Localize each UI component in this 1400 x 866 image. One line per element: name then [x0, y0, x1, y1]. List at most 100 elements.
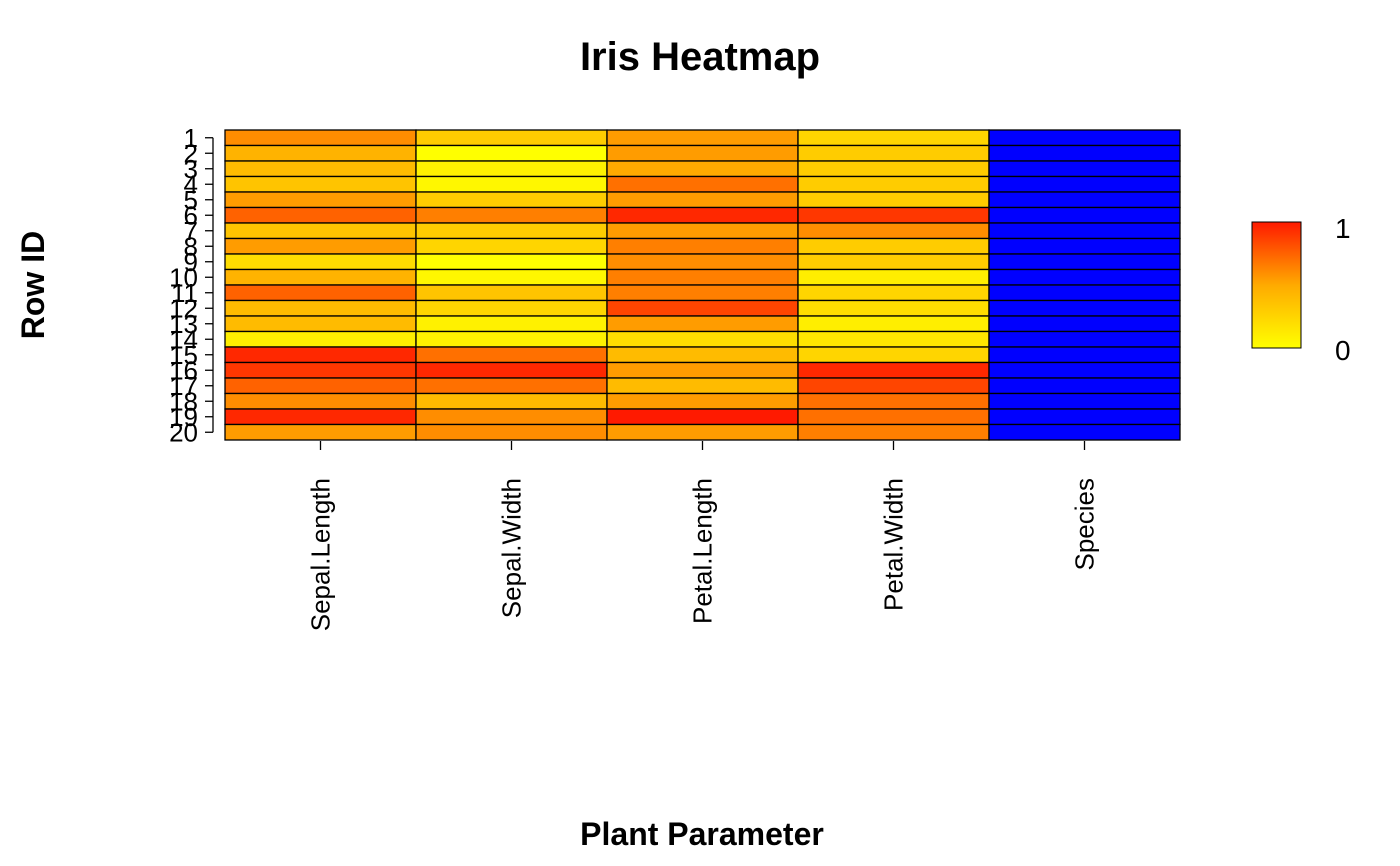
heatmap-cell-row-13-species	[988, 315, 1181, 333]
y-tick-label-1: 1	[184, 123, 198, 153]
heatmap-cell-row-20-sepal-width	[415, 423, 608, 441]
heatmap-cell-row-17-sepal-length	[224, 377, 417, 395]
heatmap-cell-row-17-sepal-width	[415, 377, 608, 395]
legend-min-label: 0	[1335, 335, 1351, 366]
heatmap-cell-row-12-sepal-width	[415, 299, 608, 317]
y-tick-label-12: 12	[169, 293, 198, 323]
heatmap-cell-row-10-sepal-width	[415, 268, 608, 286]
heatmap-cell-row-12-sepal-length	[224, 299, 417, 317]
y-tick-label-19: 19	[169, 402, 198, 432]
heatmap-cell-row-18-petal-width	[797, 392, 990, 410]
heatmap-cell-row-8-sepal-width	[415, 237, 608, 255]
heatmap-cell-row-14-sepal-width	[415, 330, 608, 348]
heatmap-cell-row-3-petal-length	[606, 160, 799, 178]
heatmap-cell-row-20-species	[988, 423, 1181, 441]
y-tick-label-13: 13	[169, 309, 198, 339]
heatmap-cell-row-12-petal-length	[606, 299, 799, 317]
heatmap-cell-row-10-petal-width	[797, 268, 990, 286]
heatmap-cell-row-16-petal-length	[606, 361, 799, 379]
heatmap-cell-row-4-sepal-length	[224, 175, 417, 193]
heatmap-cell-row-18-sepal-width	[415, 392, 608, 410]
heatmap-cell-row-12-petal-width	[797, 299, 990, 317]
heatmap-cell-row-12-species	[988, 299, 1181, 317]
heatmap-cell-row-1-petal-length	[606, 129, 799, 147]
heatmap-cell-row-2-petal-width	[797, 144, 990, 162]
heatmap-cell-row-16-sepal-width	[415, 361, 608, 379]
heatmap-cell-row-9-petal-length	[606, 253, 799, 271]
heatmap-cell-row-16-species	[988, 361, 1181, 379]
heatmap-cell-row-14-species	[988, 330, 1181, 348]
heatmap-cell-row-1-species	[988, 129, 1181, 147]
heatmap-cell-row-2-sepal-width	[415, 144, 608, 162]
heatmap-cell-row-10-petal-length	[606, 268, 799, 286]
x-axis-label: Plant Parameter	[580, 816, 824, 852]
heatmap-cell-row-7-petal-length	[606, 222, 799, 240]
heatmap-cell-row-19-petal-length	[606, 408, 799, 426]
y-tick-label-16: 16	[169, 355, 198, 385]
x-tick-label-petal-width: Petal.Width	[879, 478, 909, 611]
heatmap-cell-row-6-sepal-length	[224, 206, 417, 224]
heatmap-cell-row-5-species	[988, 191, 1181, 209]
heatmap-cells	[224, 129, 1181, 441]
heatmap-cell-row-20-sepal-length	[224, 423, 417, 441]
heatmap-cell-row-13-petal-width	[797, 315, 990, 333]
heatmap-cell-row-3-sepal-width	[415, 160, 608, 178]
heatmap-cell-row-17-petal-width	[797, 377, 990, 395]
heatmap-cell-row-11-petal-width	[797, 284, 990, 302]
heatmap-cell-row-19-species	[988, 408, 1181, 426]
y-tick-label-11: 11	[171, 278, 198, 308]
heatmap-cell-row-15-sepal-width	[415, 346, 608, 364]
heatmap-cell-row-15-sepal-length	[224, 346, 417, 364]
heatmap-cell-row-14-petal-width	[797, 330, 990, 348]
heatmap-cell-row-7-sepal-length	[224, 222, 417, 240]
heatmap-cell-row-8-petal-width	[797, 237, 990, 255]
heatmap-cell-row-8-sepal-length	[224, 237, 417, 255]
heatmap-cell-row-10-species	[988, 268, 1181, 286]
y-tick-label-14: 14	[169, 324, 198, 354]
heatmap-cell-row-9-sepal-length	[224, 253, 417, 271]
heatmap-cell-row-11-sepal-width	[415, 284, 608, 302]
heatmap-cell-row-6-species	[988, 206, 1181, 224]
heatmap-cell-row-9-sepal-width	[415, 253, 608, 271]
heatmap-cell-row-10-sepal-length	[224, 268, 417, 286]
heatmap-cell-row-11-species	[988, 284, 1181, 302]
color-legend: 1 0	[1251, 213, 1351, 366]
y-tick-label-18: 18	[169, 386, 198, 416]
heatmap-cell-row-4-petal-length	[606, 175, 799, 193]
y-tick-label-3: 3	[184, 154, 198, 184]
heatmap-cell-row-7-species	[988, 222, 1181, 240]
x-tick-label-sepal-width: Sepal.Width	[497, 478, 527, 618]
heatmap-cell-row-6-petal-width	[797, 206, 990, 224]
heatmap-cell-row-11-sepal-length	[224, 284, 417, 302]
legend-max-label: 1	[1335, 213, 1351, 244]
heatmap-cell-row-19-petal-width	[797, 408, 990, 426]
heatmap-cell-row-13-petal-length	[606, 315, 799, 333]
heatmap-cell-row-1-sepal-length	[224, 129, 417, 147]
heatmap-cell-row-3-petal-width	[797, 160, 990, 178]
heatmap-cell-row-5-sepal-length	[224, 191, 417, 209]
heatmap-cell-row-20-petal-width	[797, 423, 990, 441]
heatmap-cell-row-7-petal-width	[797, 222, 990, 240]
heatmap-cell-row-15-petal-width	[797, 346, 990, 364]
heatmap-cell-row-15-species	[988, 346, 1181, 364]
heatmap-cell-row-7-sepal-width	[415, 222, 608, 240]
heatmap-cell-row-9-petal-width	[797, 253, 990, 271]
heatmap-cell-row-4-sepal-width	[415, 175, 608, 193]
heatmap-cell-row-13-sepal-width	[415, 315, 608, 333]
heatmap-cell-row-1-sepal-width	[415, 129, 608, 147]
heatmap-cell-row-3-sepal-length	[224, 160, 417, 178]
heatmap-cell-row-14-petal-length	[606, 330, 799, 348]
x-tick-label-sepal-length: Sepal.Length	[306, 478, 336, 631]
x-tick-label-petal-length: Petal.Length	[688, 478, 718, 624]
heatmap-cell-row-2-petal-length	[606, 144, 799, 162]
heatmap-cell-row-9-species	[988, 253, 1181, 271]
y-tick-label-20: 20	[169, 417, 198, 447]
heatmap-cell-row-1-petal-width	[797, 129, 990, 147]
y-tick-label-2: 2	[184, 138, 198, 168]
heatmap-cell-row-4-species	[988, 175, 1181, 193]
y-axis-label: Row ID	[15, 231, 51, 339]
heatmap-cell-row-15-petal-length	[606, 346, 799, 364]
heatmap-cell-row-18-sepal-length	[224, 392, 417, 410]
y-tick-label-7: 7	[184, 216, 198, 246]
